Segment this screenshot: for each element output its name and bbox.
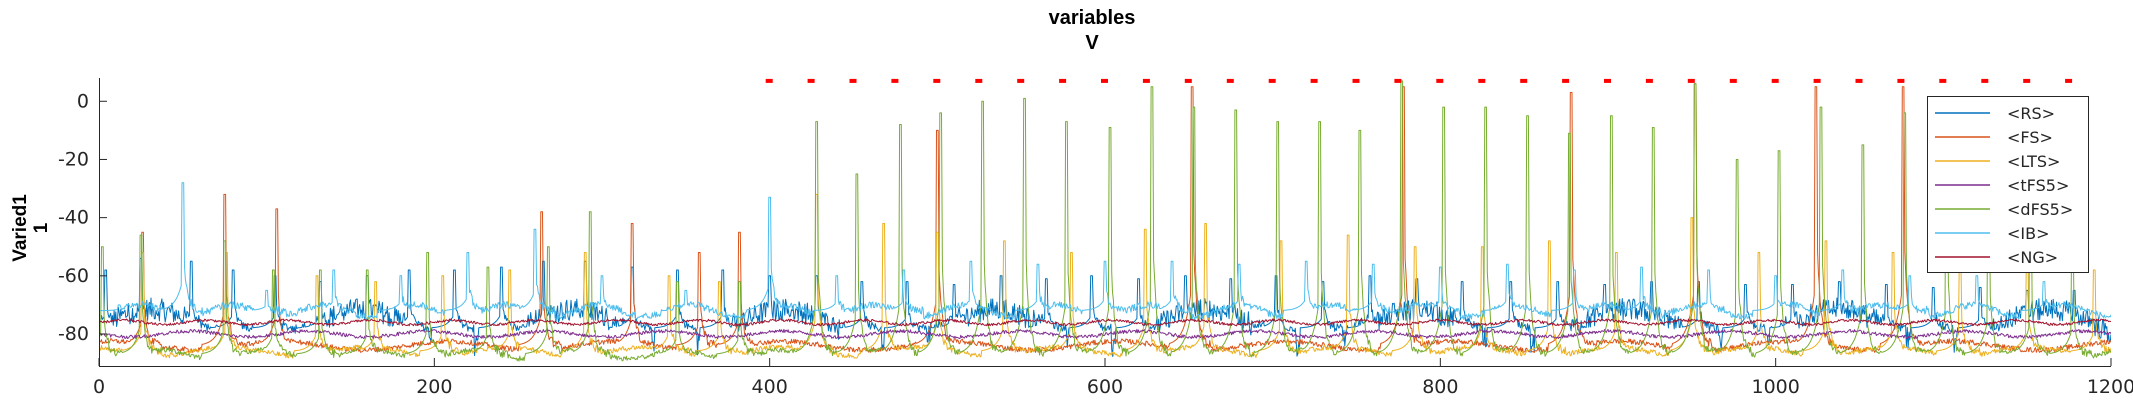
y-axis-label-line1: Varied1 xyxy=(10,194,31,262)
x-tick-label: 800 xyxy=(1422,376,1458,398)
stimulus-marker xyxy=(1101,78,1108,83)
stimulus-marker xyxy=(1184,78,1192,83)
y-tick-label: -20 xyxy=(58,148,89,170)
x-tick-label: 1200 xyxy=(2087,376,2133,398)
stimulus-marker xyxy=(891,78,899,83)
stimulus-marker xyxy=(1604,78,1611,83)
series-line-lts xyxy=(99,193,2111,359)
stimulus-marker xyxy=(1687,78,1695,83)
stimulus-marker xyxy=(765,78,773,83)
stimulus-marker xyxy=(1645,78,1653,83)
stimulus-marker xyxy=(807,78,815,83)
stimulus-marker xyxy=(1436,78,1444,83)
series-layer xyxy=(99,80,2111,362)
stimulus-marker-layer xyxy=(765,78,2073,83)
stimulus-marker xyxy=(1478,78,1486,83)
chart-title: variables xyxy=(1049,7,1136,29)
legend-label: <IB> xyxy=(2007,224,2050,243)
stimulus-marker xyxy=(849,78,857,83)
stimulus-marker xyxy=(1310,78,1318,83)
y-tick-label: -60 xyxy=(58,265,89,287)
stimulus-marker xyxy=(975,78,983,83)
y-tick-label: -40 xyxy=(58,207,89,229)
legend: <RS> <FS> <LTS> <tFS5> <dFS5> <IB> <NG> xyxy=(1927,96,2089,273)
stimulus-marker xyxy=(1897,78,1905,83)
x-tick-label: 400 xyxy=(752,376,788,398)
stimulus-marker xyxy=(1017,78,1025,83)
stimulus-marker xyxy=(2065,78,2073,83)
y-axis-label-line2: 1 xyxy=(31,222,52,233)
legend-label: <dFS5> xyxy=(2007,200,2073,219)
stimulus-marker xyxy=(2023,78,2031,83)
legend-label: <LTS> xyxy=(2007,152,2060,171)
series-line-fs xyxy=(99,83,2111,353)
stimulus-marker xyxy=(1142,78,1150,83)
legend-label: <NG> xyxy=(2007,248,2058,267)
y-ticks: 0 -20 -40 -60 -80 xyxy=(58,90,107,345)
legend-label: <tFS5> xyxy=(2007,176,2069,195)
stimulus-marker xyxy=(1394,78,1402,83)
stimulus-marker xyxy=(1939,78,1947,83)
y-tick-label: 0 xyxy=(77,90,89,112)
stimulus-marker xyxy=(1268,78,1276,83)
stimulus-marker xyxy=(1855,78,1863,83)
series-line-ng xyxy=(99,318,2111,327)
stimulus-marker xyxy=(1059,78,1067,83)
y-tick-label: -80 xyxy=(58,323,89,345)
stimulus-marker xyxy=(933,78,941,83)
series-line-ib xyxy=(99,182,2111,321)
legend-label: <RS> xyxy=(2007,104,2055,123)
x-ticks: 0 200 400 600 800 1000 1200 xyxy=(93,358,2133,398)
legend-label: <FS> xyxy=(2007,128,2053,147)
stimulus-marker xyxy=(1813,78,1821,83)
series-line-tfs5 xyxy=(99,328,2111,340)
x-tick-label: 200 xyxy=(416,376,452,398)
stimulus-marker xyxy=(1729,78,1737,83)
x-tick-label: 600 xyxy=(1087,376,1123,398)
stimulus-marker xyxy=(1226,78,1234,83)
stimulus-marker xyxy=(1352,78,1360,83)
chart-subtitle: V xyxy=(1085,32,1099,54)
stimulus-marker xyxy=(1981,78,1989,83)
series-line-dfs5 xyxy=(99,80,2111,362)
plot-area: 0 200 400 600 800 1000 1200 0 -20 -40 -60 -80 xyxy=(58,78,2133,398)
legend-items: <RS> <FS> <LTS> <tFS5> <dFS5> <IB> <NG> xyxy=(1935,104,2073,267)
stimulus-marker xyxy=(1520,78,1528,83)
stimulus-marker xyxy=(1562,78,1570,83)
x-tick-label: 1000 xyxy=(1751,376,1799,398)
x-tick-label: 0 xyxy=(93,376,105,398)
stimulus-marker xyxy=(1771,78,1779,83)
